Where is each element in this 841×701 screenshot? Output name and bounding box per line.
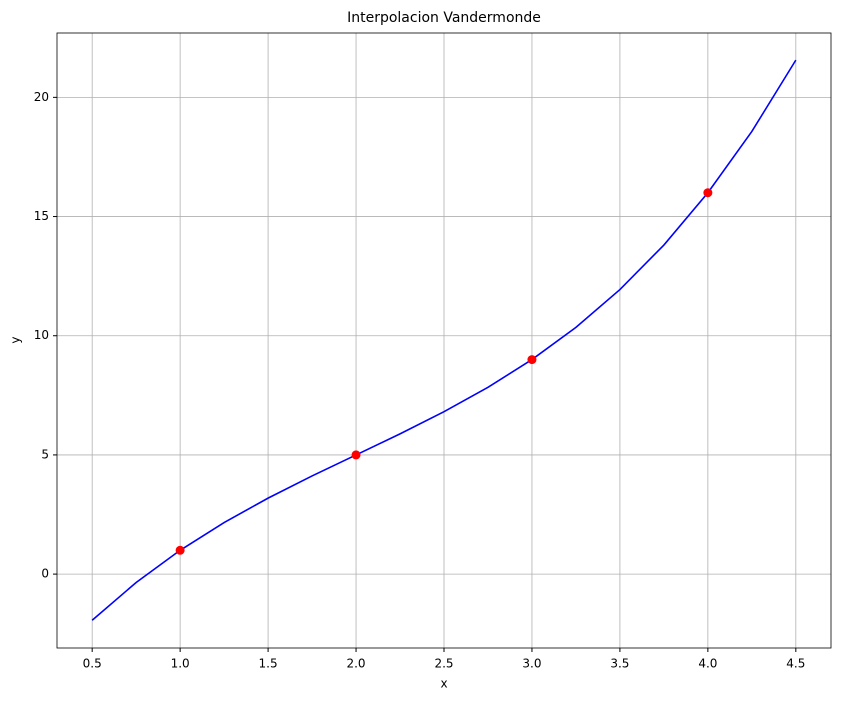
x-tick-label: 3.5	[610, 657, 629, 671]
data-point	[175, 545, 185, 555]
y-axis-label: y	[9, 336, 23, 343]
y-tick-label: 20	[34, 90, 49, 104]
x-tick-label: 4.5	[786, 657, 805, 671]
x-tick-label: 2.0	[346, 657, 365, 671]
data-point	[527, 355, 537, 365]
x-tick-label: 2.5	[434, 657, 453, 671]
curve	[91, 59, 797, 621]
x-tick-label: 3.0	[522, 657, 541, 671]
data-point	[703, 188, 713, 198]
y-tick-label: 5	[41, 447, 49, 461]
plot-frame	[56, 32, 832, 649]
x-axis-label: x	[440, 677, 447, 691]
y-tick-label: 10	[34, 328, 49, 342]
y-tick-label: 15	[34, 209, 49, 223]
x-tick-label: 0.5	[83, 657, 102, 671]
chart-title: Interpolacion Vandermonde	[347, 10, 541, 26]
y-tick-label: 0	[41, 567, 49, 581]
x-tick-label: 1.5	[259, 657, 278, 671]
x-tick-label: 4.0	[698, 657, 717, 671]
data-point	[351, 450, 361, 460]
x-tick-label: 1.0	[171, 657, 190, 671]
